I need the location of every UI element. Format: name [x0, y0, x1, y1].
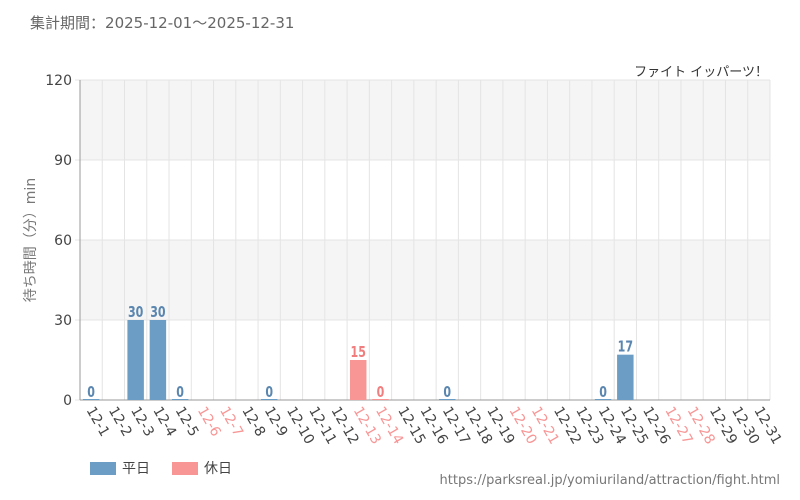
y-tick-label: 120 [45, 73, 72, 89]
bar [171, 399, 189, 400]
bar-value-label: 0 [265, 384, 273, 401]
plot-band [80, 240, 770, 320]
legend-label-holiday: 休日 [204, 461, 232, 477]
y-tick-label: 60 [54, 233, 72, 249]
bar-value-label: 17 [618, 339, 633, 356]
legend-item-holiday: 休日 [172, 458, 232, 478]
y-tick-label: 90 [54, 153, 72, 169]
legend: 平日 休日 [90, 458, 232, 478]
bar [372, 399, 389, 400]
bar [127, 320, 144, 400]
bar [439, 399, 456, 400]
bar-value-label: 0 [443, 384, 451, 401]
y-tick-label: 30 [54, 313, 72, 329]
bar [82, 399, 100, 400]
source-url: https://parksreal.jp/yomiuriland/attract… [439, 473, 780, 488]
period-range-separator: ～ [192, 14, 208, 32]
bar-value-label: 15 [351, 344, 366, 361]
bar [349, 360, 367, 400]
bar-value-label: 0 [176, 384, 184, 401]
legend-swatch-weekday [90, 461, 116, 475]
bar [617, 354, 634, 400]
period-end: 2025-12-31 [207, 14, 295, 32]
period-label: 集計期間 [30, 14, 91, 32]
period-separator: ： [90, 14, 106, 32]
bar-value-label: 30 [128, 304, 143, 321]
bar [594, 399, 612, 400]
bar-value-label: 0 [87, 384, 95, 401]
attraction-name: ファイト イッパーツ！ [634, 65, 768, 80]
bar [149, 320, 167, 400]
period-start: 2025-12-01 [105, 14, 193, 32]
legend-swatch-holiday [172, 461, 198, 475]
plot-band [80, 80, 770, 160]
bar [260, 399, 278, 400]
bar-value-label: 30 [150, 304, 165, 321]
legend-item-weekday: 平日 [90, 458, 150, 478]
legend-label-weekday: 平日 [122, 461, 150, 477]
y-tick-label: 0 [63, 393, 72, 409]
bar-value-label: 0 [377, 384, 385, 401]
bar-value-label: 0 [599, 384, 607, 401]
period-text: 集計期間：2025-12-01～2025-12-31 [30, 12, 294, 33]
